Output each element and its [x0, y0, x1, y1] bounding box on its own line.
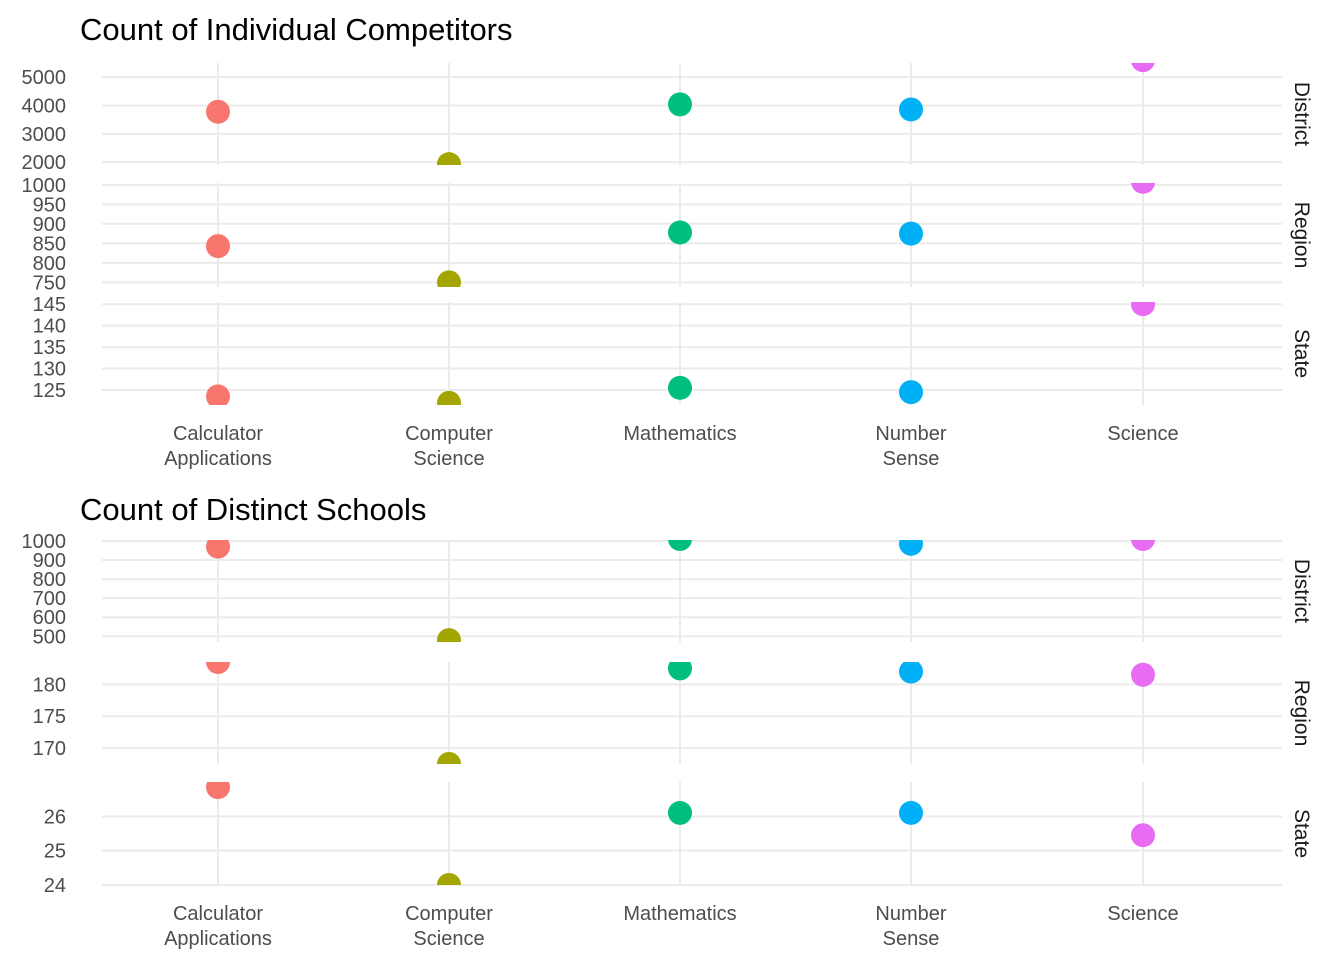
y-tick-label: 140 [33, 316, 66, 338]
data-point [437, 873, 461, 885]
y-tick-label: 3000 [22, 124, 67, 146]
data-point [668, 220, 692, 245]
data-point [437, 390, 461, 405]
x-tick-label: Number Sense [875, 903, 946, 950]
data-point [899, 97, 923, 122]
y-tick-label: 600 [33, 607, 66, 629]
facet-strip-label: Region [1290, 202, 1313, 269]
data-point [206, 540, 230, 559]
points-group [206, 662, 1155, 764]
data-point [206, 662, 230, 674]
y-tick-label: 180 [33, 674, 66, 696]
data-point [899, 380, 923, 405]
data-point [1131, 63, 1155, 73]
data-point [206, 99, 230, 124]
y-tick-label: 5000 [22, 67, 67, 89]
y-tick-label: 900 [33, 214, 66, 236]
points-group [206, 540, 1155, 642]
y-tick-label: 800 [33, 569, 66, 591]
y-tick-label: 750 [33, 272, 66, 294]
x-tick-label: Mathematics [623, 423, 736, 445]
data-point [668, 800, 692, 825]
data-point [668, 375, 692, 400]
y-tick-label: 700 [33, 588, 66, 610]
facet-panel-state: 24 25 26 State [44, 782, 1313, 897]
facet-strip-label: State [1290, 809, 1313, 858]
facet-strip-label: Region [1290, 680, 1313, 747]
x-tick-label: Computer Science [405, 423, 493, 470]
y-tick-label: 130 [33, 359, 66, 381]
x-tick-label: Number Sense [875, 423, 946, 470]
y-tick-label: 170 [33, 738, 66, 760]
x-tick-label: Calculator Applications [164, 423, 272, 470]
y-tick-label: 900 [33, 550, 66, 572]
y-tick-label: 145 [33, 294, 66, 316]
data-point [899, 540, 923, 556]
data-point [206, 234, 230, 259]
x-tick-label: Science [1107, 903, 1178, 925]
facet-strip-label: District [1290, 82, 1313, 146]
points-group [206, 782, 1155, 885]
points-group [206, 183, 1155, 287]
data-point [668, 92, 692, 117]
data-point [437, 270, 461, 287]
facet-panel-region: 170 175 180 Region [33, 662, 1313, 764]
y-tick-label: 175 [33, 706, 66, 728]
data-point [206, 782, 230, 800]
y-tick-label: 135 [33, 337, 66, 359]
x-tick-label: Mathematics [623, 903, 736, 925]
chart-1: Count of Individual Competitors 2000 3000 4… [22, 12, 1314, 470]
data-point [1131, 302, 1155, 317]
y-tick-label: 850 [33, 233, 66, 255]
x-tick-label: Science [1107, 423, 1178, 445]
points-group [206, 63, 1155, 165]
y-tick-label: 950 [33, 194, 66, 216]
facet-panel-district: 2000 3000 4000 5000 District [22, 63, 1313, 174]
data-point [1131, 823, 1155, 848]
y-tick-label: 800 [33, 253, 66, 275]
data-point [668, 540, 692, 552]
y-tick-label: 26 [44, 806, 66, 828]
x-tick-label: Computer Science [405, 903, 493, 950]
data-point [1131, 183, 1155, 194]
points-group [206, 302, 1155, 405]
data-point [899, 800, 923, 825]
data-point [1131, 662, 1155, 687]
chart-2: Count of Distinct Schools 500600700800900… [22, 492, 1314, 950]
y-tick-label: 1000 [22, 531, 67, 553]
facet-strip-label: District [1290, 559, 1313, 623]
y-tick-label: 1000 [22, 175, 67, 197]
y-tick-label: 2000 [22, 152, 67, 174]
facet-strip-label: State [1290, 329, 1313, 378]
y-tick-label: 25 [44, 841, 66, 863]
data-point [437, 152, 461, 165]
y-tick-label: 24 [44, 875, 66, 897]
chart-title: Count of Individual Competitors [80, 12, 513, 47]
x-tick-label: Calculator Applications [164, 903, 272, 950]
y-tick-label: 500 [33, 626, 66, 648]
data-point [437, 752, 461, 764]
data-point [668, 662, 692, 681]
data-point [206, 384, 230, 405]
data-point [437, 628, 461, 642]
data-point [1131, 540, 1155, 552]
data-point [899, 662, 923, 684]
data-point [899, 221, 923, 246]
y-tick-label: 4000 [22, 96, 67, 118]
chart-title: Count of Distinct Schools [80, 492, 426, 527]
y-tick-label: 125 [33, 380, 66, 402]
